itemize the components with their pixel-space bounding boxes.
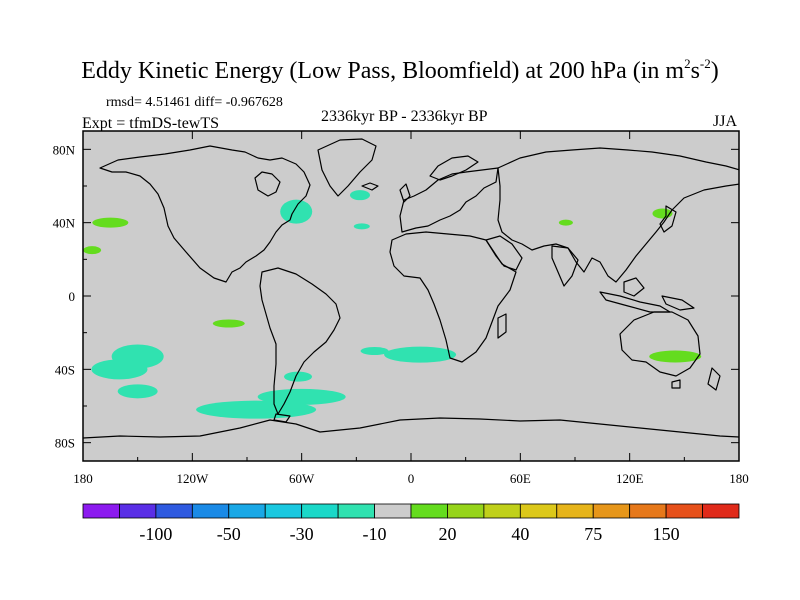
colorbar-swatch — [301, 503, 339, 519]
colorbar-label: -30 — [290, 524, 314, 544]
colorbar-label: 150 — [653, 524, 680, 544]
anomaly-patch — [92, 217, 129, 228]
lat-tick-label: 0 — [69, 289, 76, 304]
map-background — [83, 131, 739, 461]
coast-japan — [659, 205, 677, 233]
colorbar-swatch — [228, 503, 266, 519]
coast-new-zealand — [707, 367, 721, 391]
season-text: JJA — [713, 113, 738, 130]
coast-africa — [389, 231, 517, 363]
coast-scandinavia — [429, 155, 479, 181]
colorbar-swatch — [665, 503, 703, 519]
coast-madagascar — [497, 313, 507, 339]
colorbar-swatch — [592, 503, 631, 519]
coast-greenland — [317, 138, 377, 197]
lon-tick-label: 180 — [729, 471, 749, 486]
coast-tasmania — [671, 379, 681, 389]
lat-tick-label: 80S — [55, 436, 75, 451]
period-text: 2336kyr BP - 2336kyr BP — [321, 108, 488, 125]
colorbar-swatch — [702, 503, 740, 519]
lon-tick-label: 120E — [616, 471, 644, 486]
colorbar-swatch — [82, 503, 120, 519]
lon-tick-label: 180 — [73, 471, 93, 486]
colorbar-label: 40 — [511, 524, 529, 544]
colorbar-swatch — [155, 503, 193, 519]
coast-europe — [399, 167, 499, 233]
anomaly-patch — [349, 190, 370, 201]
chart-title: Eddy Kinetic Energy (Low Pass, Bloomfiel… — [81, 56, 719, 84]
anomaly-patch — [353, 223, 370, 230]
latitude-axis: 80N 40N 0 40S 80S — [53, 142, 739, 451]
colorbar-swatch — [337, 503, 375, 519]
colorbar-label: 75 — [584, 524, 602, 544]
coast-india — [551, 245, 579, 287]
colorbar-swatch — [410, 503, 448, 519]
coast-south-america — [259, 267, 341, 415]
coast-iceland — [361, 182, 379, 191]
colorbar-swatch — [519, 503, 558, 519]
anomaly-patch — [83, 246, 102, 255]
anomaly-patch — [284, 371, 313, 382]
anomaly-patch — [91, 359, 148, 380]
anomaly-patches — [83, 190, 702, 419]
lon-tick-label: 60W — [289, 471, 315, 486]
anomaly-patch — [558, 219, 573, 226]
colorbar-label: 20 — [438, 524, 456, 544]
rmsd-diff-text: rmsd= 4.51461 diff= -0.967628 — [106, 95, 283, 110]
coast-arabia — [485, 235, 523, 271]
coast-asia — [497, 147, 739, 283]
coast-antarctica — [83, 417, 739, 439]
colorbar-swatch — [374, 503, 412, 519]
lon-tick-label: 0 — [408, 471, 415, 486]
colorbar-swatch — [556, 503, 594, 519]
anomaly-patch — [117, 384, 158, 399]
coast-borneo — [623, 277, 645, 297]
anomaly-patch — [196, 400, 317, 419]
coast-new-guinea — [661, 295, 695, 311]
anomaly-patch — [649, 350, 702, 363]
colorbar-swatch — [629, 503, 667, 519]
lon-tick-label: 120W — [176, 471, 209, 486]
colorbar-swatch — [119, 503, 157, 519]
longitude-axis: 180 120W 60W 0 60E 120E 180 — [73, 131, 749, 486]
coast-australia — [619, 311, 701, 377]
coastlines — [83, 138, 739, 439]
lon-tick-label: 60E — [510, 471, 531, 486]
colorbar: -100 -50 -30 -10 20 40 75 150 — [82, 503, 740, 544]
colorbar-label: -10 — [363, 524, 387, 544]
colorbar-swatch — [191, 503, 230, 519]
experiment-text: Expt = tfmDS-tewTS — [82, 115, 220, 132]
colorbar-label: -50 — [217, 524, 241, 544]
lat-tick-label: 80N — [53, 142, 76, 157]
lat-tick-label: 40N — [53, 216, 76, 231]
colorbar-swatch — [447, 503, 485, 519]
anomaly-patch — [280, 199, 313, 224]
anomaly-patch — [384, 346, 457, 363]
colorbar-swatch — [264, 503, 303, 519]
anomaly-patch — [360, 347, 389, 355]
anomaly-patch — [257, 388, 346, 405]
coast-britain — [399, 183, 411, 203]
coast-hudson-bay — [254, 171, 281, 197]
colorbar-swatch — [483, 503, 521, 519]
anomaly-patch — [212, 319, 245, 328]
coast-north-america — [99, 145, 311, 283]
colorbar-label: -100 — [139, 524, 172, 544]
lat-tick-label: 40S — [55, 362, 75, 377]
